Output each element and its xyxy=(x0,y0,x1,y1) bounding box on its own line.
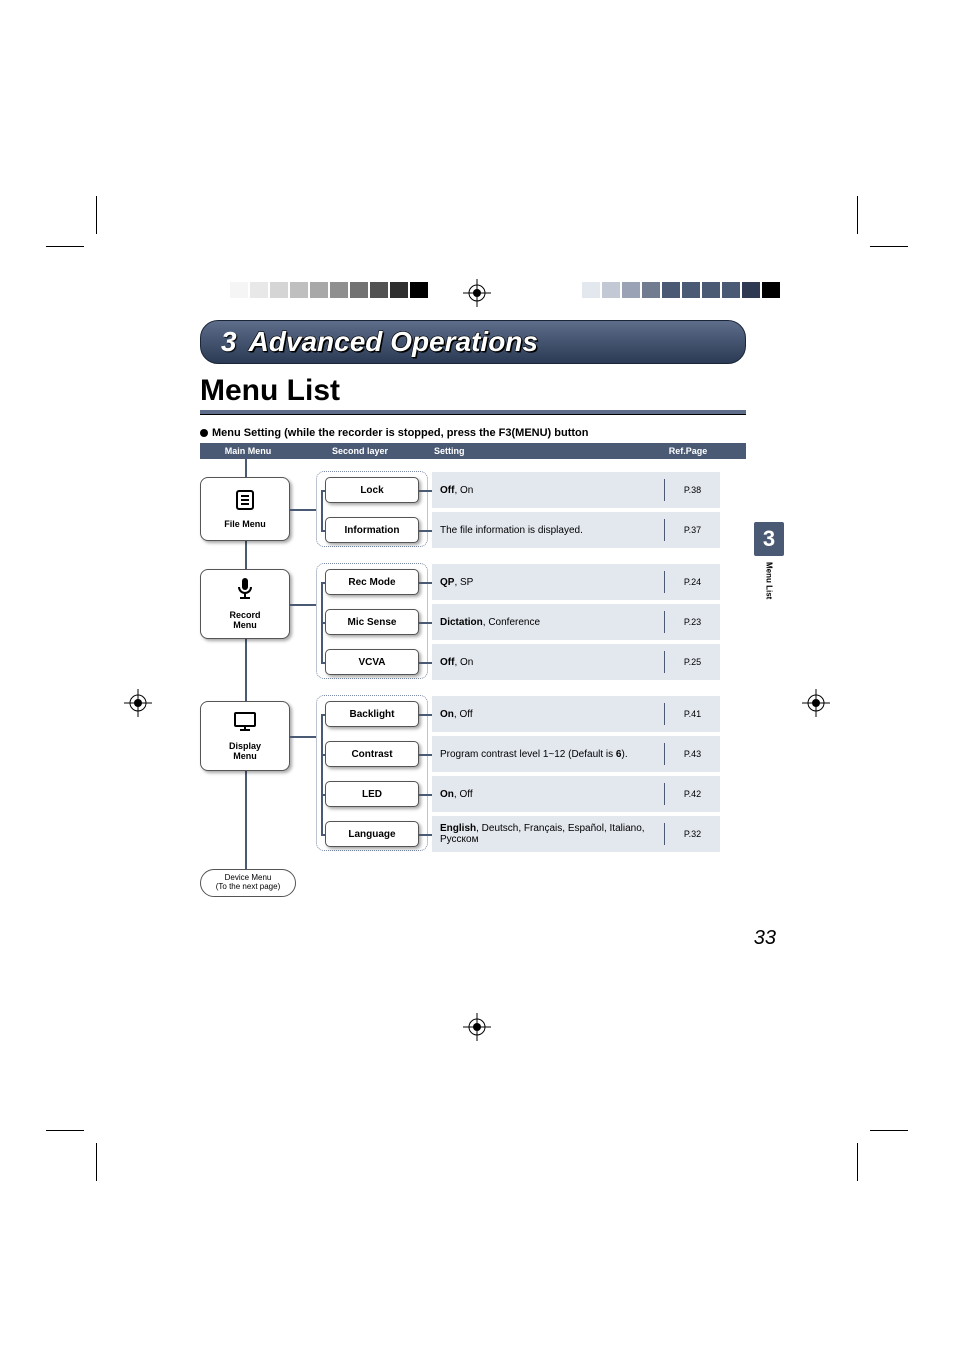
file-menu-icon xyxy=(232,487,258,518)
header-main-menu: Main Menu xyxy=(200,446,296,456)
setting-row: Off, OnP.38 xyxy=(432,472,720,508)
setting-row: Dictation, ConferenceP.23 xyxy=(432,604,720,640)
second-layer-box: LED xyxy=(325,781,419,807)
header-ref-page: Ref.Page xyxy=(656,446,720,456)
chapter-banner: 3 Advanced Operations xyxy=(200,320,746,364)
main-menu-box: Record Menu xyxy=(200,569,290,639)
section-title: Menu List xyxy=(200,374,746,415)
bullet-icon xyxy=(200,429,208,437)
device-bubble-line2: (To the next page) xyxy=(216,883,280,892)
ref-page: P.42 xyxy=(664,783,720,805)
main-menu-label: Record Menu xyxy=(229,611,260,637)
setting-text: The file information is displayed. xyxy=(432,525,664,536)
chapter-number: 3 xyxy=(221,326,237,358)
ref-page: P.38 xyxy=(664,479,720,501)
ref-page: P.41 xyxy=(664,703,720,725)
instruction-line: Menu Setting (while the recorder is stop… xyxy=(200,427,746,439)
header-second-layer: Second layer xyxy=(296,446,424,456)
registration-mark-icon xyxy=(463,1013,491,1041)
second-layer-box: Backlight xyxy=(325,701,419,727)
second-layer-box: Rec Mode xyxy=(325,569,419,595)
menu-tree: File MenuLockOff, OnP.38InformationThe f… xyxy=(200,459,746,899)
page-content: 3 Advanced Operations Menu List Menu Set… xyxy=(200,320,746,899)
setting-text: English, Deutsch, Français, Español, Ita… xyxy=(432,823,664,845)
device-menu-bubble: Device Menu(To the next page) xyxy=(200,869,296,897)
side-tab: 3 Menu List xyxy=(754,522,784,599)
second-layer-box: Lock xyxy=(325,477,419,503)
color-bar xyxy=(230,282,428,298)
setting-row: The file information is displayed.P.37 xyxy=(432,512,720,548)
instruction-prefix: Menu Setting (while the recorder is stop… xyxy=(212,427,499,439)
setting-text: Off, On xyxy=(432,485,664,496)
table-header: Main Menu Second layer Setting Ref.Page xyxy=(200,443,746,459)
second-layer-box: Mic Sense xyxy=(325,609,419,635)
side-tab-number: 3 xyxy=(754,522,784,556)
ref-page: P.25 xyxy=(664,651,720,673)
setting-row: Program contrast level 1~12 (Default is … xyxy=(432,736,720,772)
second-layer-box: Language xyxy=(325,821,419,847)
page-number: 33 xyxy=(754,927,776,950)
setting-row: QP, SPP.24 xyxy=(432,564,720,600)
setting-row: On, OffP.42 xyxy=(432,776,720,812)
second-layer-box: VCVA xyxy=(325,649,419,675)
setting-text: Off, On xyxy=(432,657,664,668)
side-tab-text: Menu List xyxy=(765,562,774,599)
header-setting: Setting xyxy=(424,446,656,456)
second-layer-box: Information xyxy=(325,517,419,543)
instruction-button: F3(MENU) xyxy=(499,427,552,439)
registration-mark-icon xyxy=(802,689,830,717)
ref-page: P.23 xyxy=(664,611,720,633)
main-menu-label: Display Menu xyxy=(229,742,261,768)
ref-page: P.43 xyxy=(664,743,720,765)
registration-mark-icon xyxy=(463,279,491,307)
ref-page: P.24 xyxy=(664,571,720,593)
second-layer-box: Contrast xyxy=(325,741,419,767)
ref-page: P.37 xyxy=(664,519,720,541)
setting-text: On, Off xyxy=(432,709,664,720)
setting-text: Program contrast level 1~12 (Default is … xyxy=(432,749,664,760)
setting-text: Dictation, Conference xyxy=(432,617,664,628)
display-menu-icon xyxy=(231,709,259,740)
chapter-title: Advanced Operations xyxy=(249,326,538,358)
setting-text: On, Off xyxy=(432,789,664,800)
main-menu-label: File Menu xyxy=(224,520,266,536)
main-menu-box: File Menu xyxy=(200,477,290,541)
ref-page: P.32 xyxy=(664,823,720,845)
setting-text: QP, SP xyxy=(432,577,664,588)
main-menu-box: Display Menu xyxy=(200,701,290,771)
setting-row: English, Deutsch, Français, Español, Ita… xyxy=(432,816,720,852)
instruction-suffix: button xyxy=(551,427,588,439)
color-bar xyxy=(582,282,780,298)
setting-row: On, OffP.41 xyxy=(432,696,720,732)
setting-row: Off, OnP.25 xyxy=(432,644,720,680)
registration-mark-icon xyxy=(124,689,152,717)
record-menu-icon xyxy=(232,576,258,609)
